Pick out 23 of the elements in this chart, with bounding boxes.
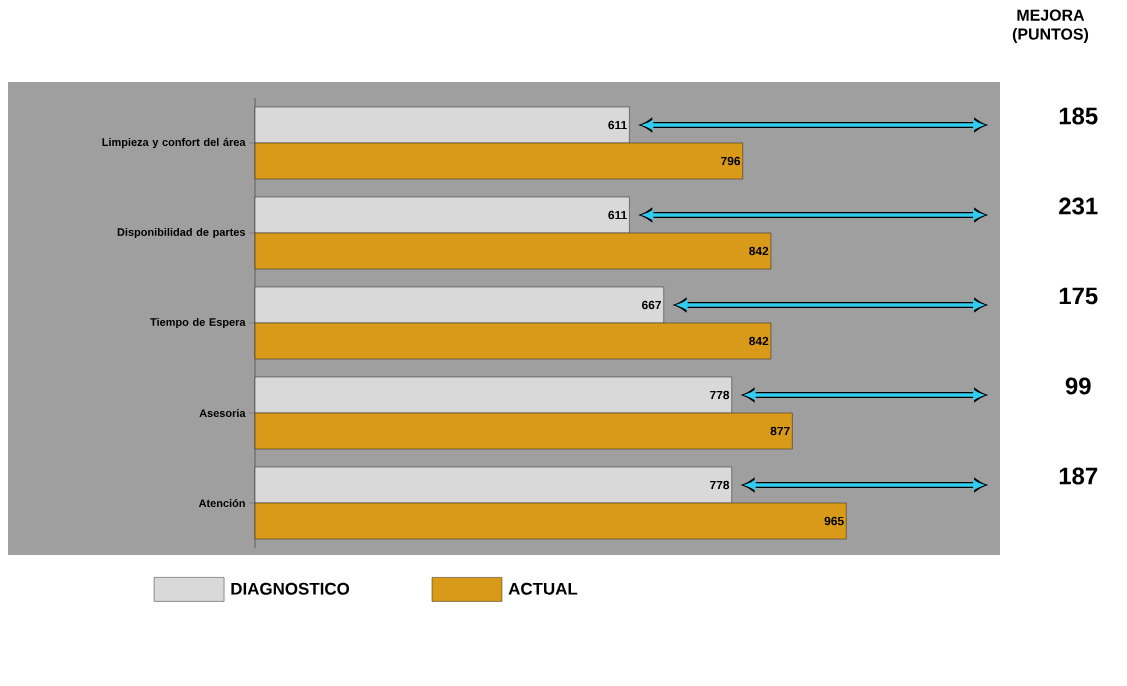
- data-label: 611: [608, 120, 627, 130]
- text: 185: [1059, 107, 1098, 125]
- y-tick-label: Asesoria: [199, 408, 246, 418]
- text: 187: [1059, 467, 1098, 485]
- data-label: 842: [749, 336, 769, 346]
- text: 175: [1059, 287, 1098, 305]
- data-label: 796: [721, 156, 741, 166]
- data-label: 611: [608, 210, 627, 220]
- text: MEJORA (PUNTOS): [1012, 9, 1089, 43]
- data-label: 877: [770, 426, 790, 436]
- y-tick-label: Atención: [198, 498, 245, 508]
- text: 99: [1065, 377, 1091, 395]
- data-label: 842: [749, 246, 769, 256]
- text: 231: [1059, 197, 1098, 215]
- y-tick-label: Limpieza y confort del área: [102, 137, 246, 149]
- data-label: 778: [710, 480, 730, 490]
- y-tick-label: Disponibilidad de partes: [117, 227, 246, 239]
- data-label: 778: [710, 390, 730, 400]
- legend-label: ACTUAL: [508, 582, 578, 595]
- data-label: 965: [824, 516, 844, 526]
- data-label: 667: [641, 300, 661, 310]
- legend-label: DIAGNOSTICO: [231, 582, 350, 595]
- y-tick-label: Tiempo de Espera: [150, 317, 246, 329]
